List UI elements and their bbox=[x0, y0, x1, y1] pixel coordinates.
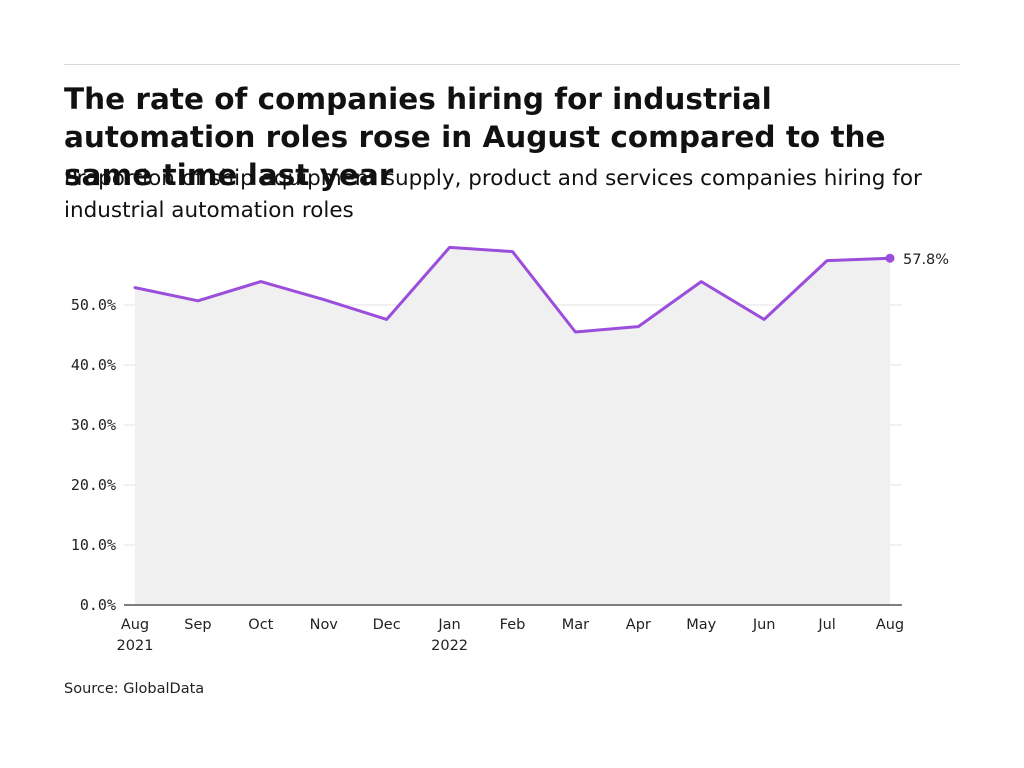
y-axis-ticks: 0.0% 10.0% 20.0% 30.0% 40.0% 50.0% bbox=[71, 296, 116, 614]
chart-subtitle: Proportion of ship equipment supply, pro… bbox=[64, 166, 922, 223]
x-tick-label: Dec bbox=[373, 617, 401, 633]
x-tick-label: Apr bbox=[626, 617, 651, 633]
x-tick-year-label: 2022 bbox=[431, 638, 468, 654]
x-tick-label: Aug bbox=[876, 617, 904, 633]
line-layer bbox=[133, 245, 895, 334]
x-tick-year-label: 2021 bbox=[117, 638, 154, 654]
y-tick-label: 50.0% bbox=[71, 296, 116, 314]
x-tick-label: Oct bbox=[248, 617, 273, 633]
y-tick-label: 10.0% bbox=[71, 536, 116, 554]
x-tick-label: Aug bbox=[121, 617, 149, 633]
y-tick-label: 20.0% bbox=[71, 476, 116, 494]
series-line bbox=[133, 245, 892, 334]
end-value-label: 57.8% bbox=[903, 252, 949, 268]
source-note: Source: GlobalData bbox=[64, 681, 205, 697]
y-tick-label: 40.0% bbox=[71, 356, 116, 374]
x-tick-label: Feb bbox=[500, 617, 526, 633]
x-tick-label: Nov bbox=[310, 617, 339, 633]
x-axis-ticks: Aug 2021 Sep Oct Nov Dec Jan 2022 Feb Mar Apr May Ju… bbox=[117, 617, 905, 654]
x-tick-label: Jul bbox=[817, 617, 836, 633]
data-labels: 57.8% bbox=[903, 252, 949, 268]
chart-title: The rate of companies hiring for industr… bbox=[64, 82, 886, 192]
x-tick-label: Jun bbox=[752, 617, 776, 633]
y-tick-label: 30.0% bbox=[71, 416, 116, 434]
y-tick-label: 0.0% bbox=[80, 596, 116, 614]
x-tick-label: Sep bbox=[184, 617, 211, 633]
x-tick-label: Mar bbox=[562, 617, 589, 633]
x-tick-label: Jan bbox=[437, 617, 460, 633]
end-point-marker bbox=[885, 253, 895, 263]
area-fill bbox=[135, 247, 890, 605]
top-divider bbox=[64, 64, 960, 65]
area-layer bbox=[135, 247, 890, 605]
x-tick-label: May bbox=[686, 617, 716, 633]
